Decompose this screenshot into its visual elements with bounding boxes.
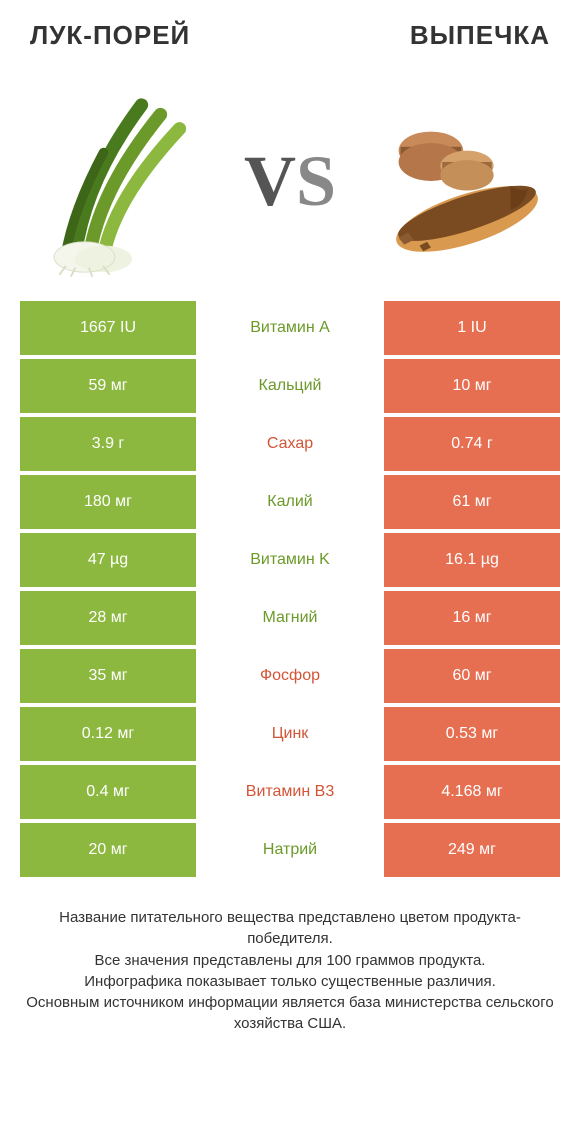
table-row: 47 µgВитамин K16.1 µg: [20, 533, 560, 587]
footer-line: Инфографика показывает только существенн…: [26, 971, 554, 992]
value-right: 16.1 µg: [384, 533, 560, 587]
title-right: ВЫПЕЧКА: [290, 20, 560, 51]
footer-line: Название питательного вещества представл…: [26, 907, 554, 950]
table-row: 0.4 мгВитамин B34.168 мг: [20, 765, 560, 819]
pastry-icon: [353, 91, 543, 271]
nutrient-label: Витамин K: [196, 533, 384, 587]
value-left: 35 мг: [20, 649, 196, 703]
table-row: 20 мгНатрий249 мг: [20, 823, 560, 877]
value-left: 3.9 г: [20, 417, 196, 471]
infographic-container: ЛУК-ПОРЕЙ ВЫПЕЧКА VS: [0, 0, 580, 1055]
value-right: 16 мг: [384, 591, 560, 645]
nutrient-table: 1667 IUВитамин A1 IU59 мгКальций10 мг3.9…: [20, 301, 560, 877]
table-row: 28 мгМагний16 мг: [20, 591, 560, 645]
nutrient-label: Калий: [196, 475, 384, 529]
header-row: ЛУК-ПОРЕЙ ВЫПЕЧКА: [20, 20, 560, 51]
nutrient-label: Натрий: [196, 823, 384, 877]
value-left: 20 мг: [20, 823, 196, 877]
table-row: 59 мгКальций10 мг: [20, 359, 560, 413]
vs-label: VS: [244, 140, 336, 223]
title-left: ЛУК-ПОРЕЙ: [20, 20, 290, 51]
footer-line: Основным источником информации является …: [26, 992, 554, 1035]
value-left: 28 мг: [20, 591, 196, 645]
nutrient-label: Фосфор: [196, 649, 384, 703]
value-right: 61 мг: [384, 475, 560, 529]
value-left: 180 мг: [20, 475, 196, 529]
table-row: 35 мгФосфор60 мг: [20, 649, 560, 703]
nutrient-label: Цинк: [196, 707, 384, 761]
value-left: 0.12 мг: [20, 707, 196, 761]
value-right: 1 IU: [384, 301, 560, 355]
nutrient-label: Витамин B3: [196, 765, 384, 819]
nutrient-label: Кальций: [196, 359, 384, 413]
value-left: 59 мг: [20, 359, 196, 413]
images-row: VS: [20, 71, 560, 291]
footer-notes: Название питательного вещества представл…: [20, 907, 560, 1055]
nutrient-label: Магний: [196, 591, 384, 645]
value-right: 60 мг: [384, 649, 560, 703]
footer-line: Все значения представлены для 100 граммо…: [26, 950, 554, 971]
table-row: 3.9 гСахар0.74 г: [20, 417, 560, 471]
value-left: 1667 IU: [20, 301, 196, 355]
value-left: 0.4 мг: [20, 765, 196, 819]
nutrient-label: Сахар: [196, 417, 384, 471]
value-right: 0.74 г: [384, 417, 560, 471]
table-row: 1667 IUВитамин A1 IU: [20, 301, 560, 355]
value-right: 249 мг: [384, 823, 560, 877]
value-right: 4.168 мг: [384, 765, 560, 819]
value-right: 10 мг: [384, 359, 560, 413]
table-row: 0.12 мгЦинк0.53 мг: [20, 707, 560, 761]
nutrient-label: Витамин A: [196, 301, 384, 355]
table-row: 180 мгКалий61 мг: [20, 475, 560, 529]
product-image-right: [336, 81, 560, 281]
value-right: 0.53 мг: [384, 707, 560, 761]
product-image-left: [20, 81, 244, 281]
leek-icon: [37, 81, 227, 281]
value-left: 47 µg: [20, 533, 196, 587]
